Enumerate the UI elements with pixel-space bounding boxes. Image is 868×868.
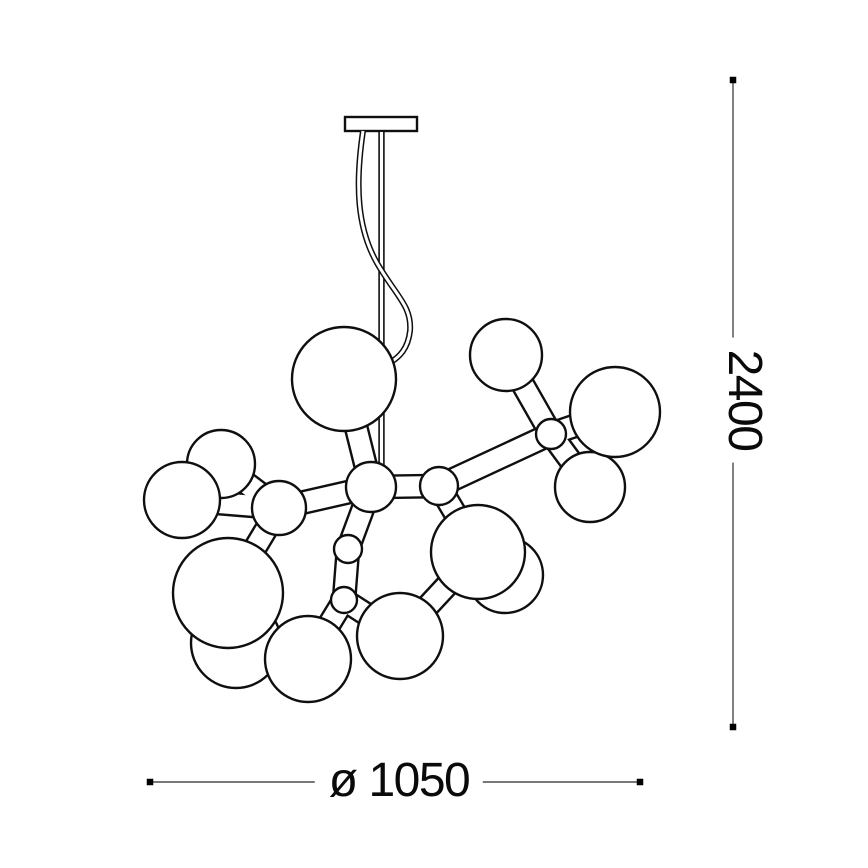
joint-sphere	[534, 417, 568, 451]
glass-globe	[468, 317, 544, 393]
joint-sphere	[344, 460, 398, 514]
glass-globe	[250, 479, 308, 537]
glass-globe	[142, 460, 222, 540]
glass-globe	[568, 365, 662, 459]
glass-globe	[171, 536, 285, 650]
glass-globe	[263, 614, 353, 704]
glass-globe	[290, 325, 398, 433]
diameter-dimension-label: ø 1050	[314, 755, 484, 807]
joint-sphere	[332, 533, 364, 565]
height-dimension-bottom-marker	[729, 723, 737, 731]
diameter-dimension-right-marker	[636, 778, 644, 786]
diameter-dimension-left-marker	[146, 778, 154, 786]
joint-sphere	[329, 585, 359, 615]
power-cable-inner	[357, 130, 412, 364]
height-dimension-label: 2400	[718, 337, 771, 463]
connector-arm-core	[429, 424, 561, 496]
joint-sphere	[418, 465, 460, 507]
ceiling-canopy	[343, 115, 419, 133]
glass-globe	[553, 450, 627, 524]
height-dimension-top-marker	[729, 76, 737, 84]
glass-globe	[429, 503, 527, 601]
glass-globe	[355, 591, 445, 681]
